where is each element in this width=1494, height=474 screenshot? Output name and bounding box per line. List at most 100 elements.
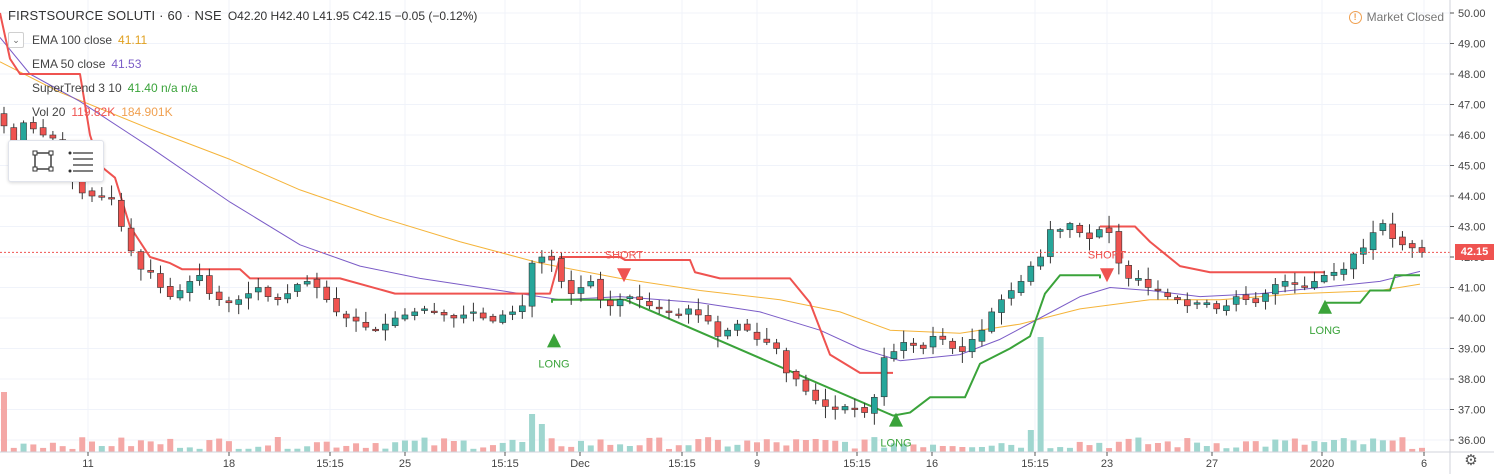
volume-bar [294, 448, 301, 452]
volume-bar [1311, 441, 1318, 452]
candle-body [1183, 299, 1191, 307]
candle-body [783, 350, 790, 374]
candle-body [401, 314, 409, 320]
candle-body [1047, 229, 1054, 257]
market-status[interactable]: ! Market Closed [1348, 10, 1444, 24]
candle-body [1272, 284, 1279, 295]
supertrend-down-path [1100, 225, 1325, 274]
volume-bar [832, 440, 839, 452]
chevron-down-icon[interactable]: ⌄ [8, 32, 24, 48]
indicator-name: SuperTrend 3 10 [32, 81, 122, 95]
price-axis[interactable]: 50.00 49.00 48.00 47.00 46.00 45.00 44.00 43.00… [1449, 0, 1486, 474]
indicator-ema50[interactable]: EMA 50 close 41.53 [8, 52, 477, 76]
volume-bar [206, 440, 213, 452]
gear-icon[interactable]: ⚙ [1464, 452, 1478, 469]
indicator-volume[interactable]: Vol 20 119.82K 184.901K [8, 100, 477, 124]
volume-bar [1076, 441, 1083, 452]
candle-body [763, 338, 771, 343]
hamburger-menu-icon[interactable] [67, 149, 95, 173]
volume-bar [822, 440, 829, 452]
candle-body [1418, 247, 1426, 253]
indicator-value: 41.53 [111, 57, 142, 71]
volume-bar [147, 441, 154, 452]
candle-body [460, 314, 467, 319]
volume-bar [1203, 446, 1210, 452]
volume-bar [1399, 437, 1406, 452]
volume-bar [1301, 444, 1308, 452]
candle-body [959, 346, 966, 352]
volume-bar [49, 442, 56, 452]
candle-body [323, 286, 331, 301]
volume-bar [978, 446, 985, 452]
candle-body [714, 321, 722, 337]
candle-body [724, 329, 731, 337]
volume-bar [441, 438, 448, 452]
candle-body [675, 313, 683, 316]
candle-body [802, 379, 810, 392]
volume-bar [1115, 441, 1122, 452]
volume-bar [900, 443, 907, 452]
candle-body [1232, 296, 1240, 305]
candle-body [890, 351, 898, 359]
volume-bar [1272, 439, 1279, 452]
volume-bar [1066, 447, 1073, 452]
candle-body [910, 342, 917, 346]
volume-bars [1, 337, 1425, 452]
time-tick-label: 9 [754, 458, 760, 470]
candle-body [1203, 302, 1211, 305]
candle-body [871, 396, 878, 414]
volume-bar [1145, 444, 1152, 452]
price-tick-label: 36.00 [1458, 435, 1486, 447]
volume-bar [186, 447, 193, 452]
volume-bar [861, 439, 868, 452]
volume-bar [1321, 442, 1328, 452]
ohlc-values: O42.20 H42.40 L41.95 C42.15 −0.05 (−0.12… [227, 9, 478, 23]
candle-body [1369, 232, 1377, 251]
candle-body [1056, 229, 1064, 232]
candle-body [0, 113, 8, 127]
time-tick-label: 27 [1206, 458, 1218, 470]
volume-bar [705, 437, 712, 452]
volume-bar [401, 440, 408, 452]
supertrend-signals: LONG SHORT LONG SHORT LONG [538, 249, 1340, 449]
price-tick-label: 45.00 [1458, 161, 1486, 173]
candle-body [646, 300, 653, 307]
price-tick-label: 49.00 [1458, 39, 1486, 51]
price-tick-label: 39.00 [1458, 344, 1486, 356]
candle-body [1252, 298, 1260, 304]
rectangle-tool-icon[interactable] [31, 149, 55, 173]
volume-bar [910, 444, 917, 452]
volume-bar [1164, 441, 1171, 452]
candle-body [1154, 288, 1162, 291]
candle-body [538, 256, 546, 263]
candle-body [1115, 231, 1123, 264]
candle-body [978, 329, 986, 342]
candle-body [489, 315, 497, 322]
long-signal-label: LONG [880, 438, 911, 450]
price-tick-label: 48.00 [1458, 69, 1486, 81]
candle-body [1379, 223, 1387, 231]
volume-bar [1350, 440, 1357, 452]
volume-bar [69, 448, 76, 452]
candle-body [753, 331, 761, 340]
indicator-ema100[interactable]: ⌄ EMA 100 close 41.11 [8, 28, 477, 52]
volume-bar [656, 437, 663, 452]
candle-body [548, 255, 555, 261]
candle-body [235, 299, 243, 305]
volume-bar [1242, 441, 1249, 452]
volume-bar [265, 445, 272, 452]
chart-grid [0, 0, 1450, 452]
candle-body [264, 286, 272, 297]
price-tick-label: 38.00 [1458, 374, 1486, 386]
volume-bar [842, 441, 849, 452]
indicator-supertrend[interactable]: SuperTrend 3 10 41.40 n/a n/a [8, 76, 477, 100]
time-tick-label: 15:15 [843, 458, 871, 470]
time-tick-label: Dec [570, 458, 590, 470]
volume-bar [1282, 440, 1289, 452]
chart-legend: FIRSTSOURCE SOLUTI · 60 · NSE O42.20 H42… [8, 4, 477, 124]
time-axis[interactable]: 11 18 15:15 25 15:15 Dec 15:15 9 15:15 16 15:15 23 2… [0, 451, 1494, 470]
volume-bar [988, 445, 995, 452]
volume-bar [959, 447, 966, 452]
volume-bar [489, 445, 496, 452]
